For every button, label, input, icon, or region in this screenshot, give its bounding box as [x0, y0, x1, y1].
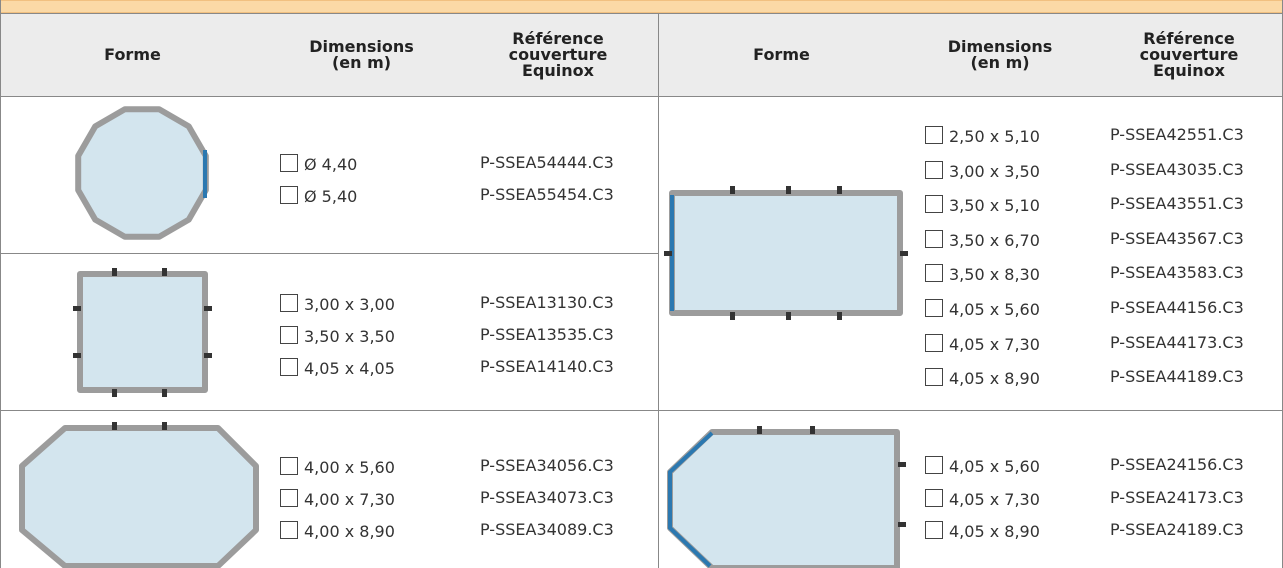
checkbox[interactable]: [280, 521, 298, 539]
reference: P-SSEA14140.C3: [480, 357, 614, 376]
checkbox[interactable]: [280, 326, 298, 344]
reference: P-SSEA42551.C3: [1110, 125, 1244, 144]
checkbox[interactable]: [925, 521, 943, 539]
dimension: 4,00 x 8,90: [304, 522, 395, 541]
checkbox[interactable]: [280, 489, 298, 507]
column-header: Référence couverture Equinox: [508, 28, 608, 80]
dimension: 3,50 x 8,30: [949, 265, 1040, 285]
reference: P-SSEA24189.C3: [1110, 520, 1244, 539]
dimension: 4,05 x 7,30: [949, 334, 1040, 354]
checkbox[interactable]: [280, 154, 298, 172]
dimension: 4,05 x 8,90: [949, 522, 1040, 541]
reference: P-SSEA43583.C3: [1110, 263, 1244, 283]
reference: P-SSEA24156.C3: [1110, 455, 1244, 474]
column-header: Dimensions (en m): [947, 36, 1053, 72]
reference: P-SSEA43035.C3: [1110, 159, 1244, 179]
dimension: 4,05 x 5,60: [949, 300, 1040, 319]
dimension: 4,00 x 5,60: [304, 458, 395, 477]
dimension: 3,00 x 3,00: [304, 295, 395, 314]
checkbox[interactable]: [925, 368, 943, 387]
checkbox[interactable]: [925, 195, 943, 214]
checkbox[interactable]: [925, 299, 943, 317]
dimension: 3,50 x 5,10: [949, 196, 1040, 216]
dimension: 4,05 x 7,30: [949, 489, 1040, 509]
column-header: Forme: [104, 44, 161, 64]
reference: P-SSEA43551.C3: [1110, 194, 1244, 214]
checkbox[interactable]: [925, 333, 943, 352]
reference: P-SSEA13130.C3: [480, 293, 614, 312]
dimension: 2,50 x 5,10: [949, 127, 1040, 146]
checkbox[interactable]: [925, 264, 943, 283]
checkbox[interactable]: [925, 488, 943, 507]
reference: P-SSEA44156.C3: [1110, 298, 1244, 317]
dimension: 4,05 x 4,05: [304, 359, 395, 378]
reference: P-SSEA13535.C3: [480, 325, 614, 344]
checkbox[interactable]: [925, 229, 943, 248]
checkbox[interactable]: [280, 457, 298, 475]
dimension: Ø 4,40: [304, 155, 358, 174]
reference: P-SSEA55454.C3: [480, 185, 614, 204]
dimension: 4,00 x 7,30: [304, 490, 395, 509]
checkbox[interactable]: [925, 126, 943, 144]
reference: P-SSEA34056.C3: [480, 456, 614, 475]
checkbox[interactable]: [280, 186, 298, 204]
checkbox[interactable]: [925, 456, 943, 474]
checkbox[interactable]: [280, 294, 298, 312]
reference: P-SSEA24173.C3: [1110, 487, 1244, 507]
column-header: Forme: [753, 44, 810, 64]
reference: P-SSEA43567.C3: [1110, 228, 1244, 248]
checkbox[interactable]: [280, 358, 298, 376]
column-header: Référence couverture Equinox: [1139, 28, 1239, 80]
dimension: 4,05 x 8,90: [949, 369, 1040, 389]
dimension: 3,00 x 3,50: [949, 161, 1040, 181]
reference: P-SSEA34089.C3: [480, 520, 614, 539]
dimension: Ø 5,40: [304, 187, 358, 206]
checkbox[interactable]: [925, 160, 943, 179]
dimension: 3,50 x 6,70: [949, 230, 1040, 250]
reference: P-SSEA44189.C3: [1110, 367, 1244, 387]
column-header: Dimensions (en m): [309, 36, 414, 72]
dimension: 4,05 x 5,60: [949, 457, 1040, 476]
reference: P-SSEA44173.C3: [1110, 332, 1244, 352]
reference: P-SSEA34073.C3: [480, 488, 614, 507]
dimension: 3,50 x 3,50: [304, 327, 395, 346]
reference: P-SSEA54444.C3: [480, 153, 614, 172]
